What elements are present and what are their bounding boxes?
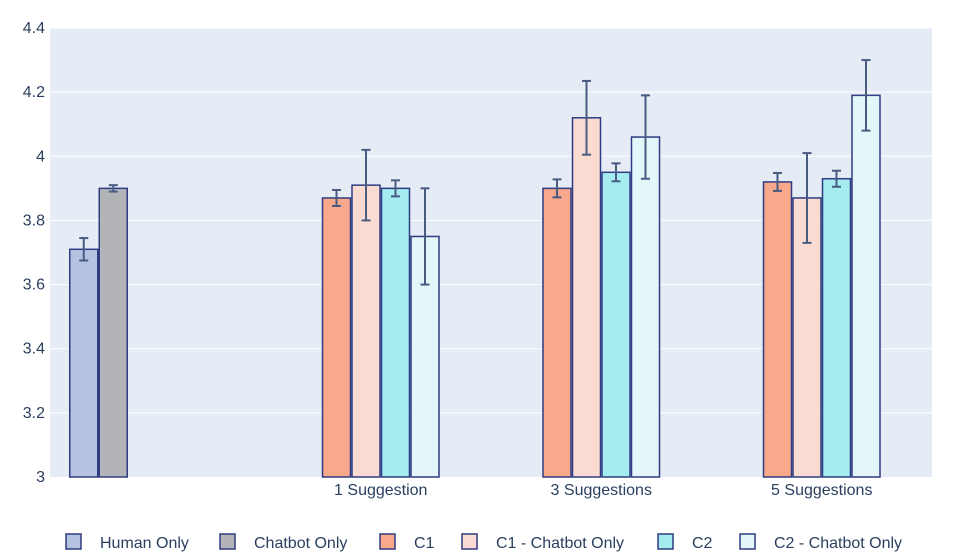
bar	[542, 187, 572, 478]
bar	[98, 187, 128, 478]
bar	[821, 177, 852, 478]
legend-item[interactable]: C1	[379, 533, 435, 552]
bar	[380, 187, 411, 478]
bar	[321, 197, 352, 478]
y-tick-label: 3	[36, 469, 45, 486]
y-tick-label: 3.8	[23, 212, 45, 229]
legend-label: C2 - Chatbot Only	[774, 535, 902, 552]
y-axis-ticks: 3 3.2 3.4 3.6 3.8 4 4.2 4.4	[23, 20, 45, 486]
legend-item[interactable]: C1 - Chatbot Only	[461, 533, 624, 552]
bar	[630, 136, 661, 478]
y-tick-label: 4.2	[23, 84, 45, 101]
legend-item[interactable]: C2 - Chatbot Only	[739, 533, 902, 552]
bar	[571, 117, 602, 478]
bar	[792, 197, 822, 478]
legend-label: Chatbot Only	[254, 535, 347, 552]
gridlines	[50, 27, 932, 414]
legend: Human Only Chatbot Only C1 C1 - Chatbot Onl…	[65, 533, 902, 552]
legend-swatch	[739, 533, 756, 550]
legend-item[interactable]: Chatbot Only	[219, 533, 347, 552]
legend-swatch	[65, 533, 82, 550]
legend-label: C2	[692, 535, 713, 552]
legend-label: Human Only	[100, 535, 189, 552]
legend-item[interactable]: C2	[657, 533, 713, 552]
bar	[69, 248, 99, 478]
bar	[762, 181, 793, 478]
bar	[601, 171, 631, 478]
legend-swatch	[657, 533, 674, 550]
x-tick-label: 1 Suggestion	[334, 482, 427, 499]
legend-swatch	[219, 533, 236, 550]
y-tick-label: 4	[36, 148, 45, 165]
bars	[69, 94, 881, 478]
y-tick-label: 3.4	[23, 341, 45, 358]
error-bars	[79, 59, 871, 286]
bar	[851, 94, 881, 478]
x-axis-ticks: 1 Suggestion 3 Suggestions 5 Suggestions	[334, 482, 872, 499]
legend-label: C1 - Chatbot Only	[496, 535, 624, 552]
legend-swatch	[379, 533, 396, 550]
y-tick-label: 3.2	[23, 405, 45, 422]
legend-swatch	[461, 533, 478, 550]
x-tick-label: 5 Suggestions	[771, 482, 872, 499]
legend-item[interactable]: Human Only	[65, 533, 189, 552]
bar	[351, 184, 381, 478]
y-tick-label: 3.6	[23, 277, 45, 294]
x-tick-label: 3 Suggestions	[551, 482, 652, 499]
y-tick-label: 4.4	[23, 20, 45, 37]
legend-label: C1	[414, 535, 435, 552]
